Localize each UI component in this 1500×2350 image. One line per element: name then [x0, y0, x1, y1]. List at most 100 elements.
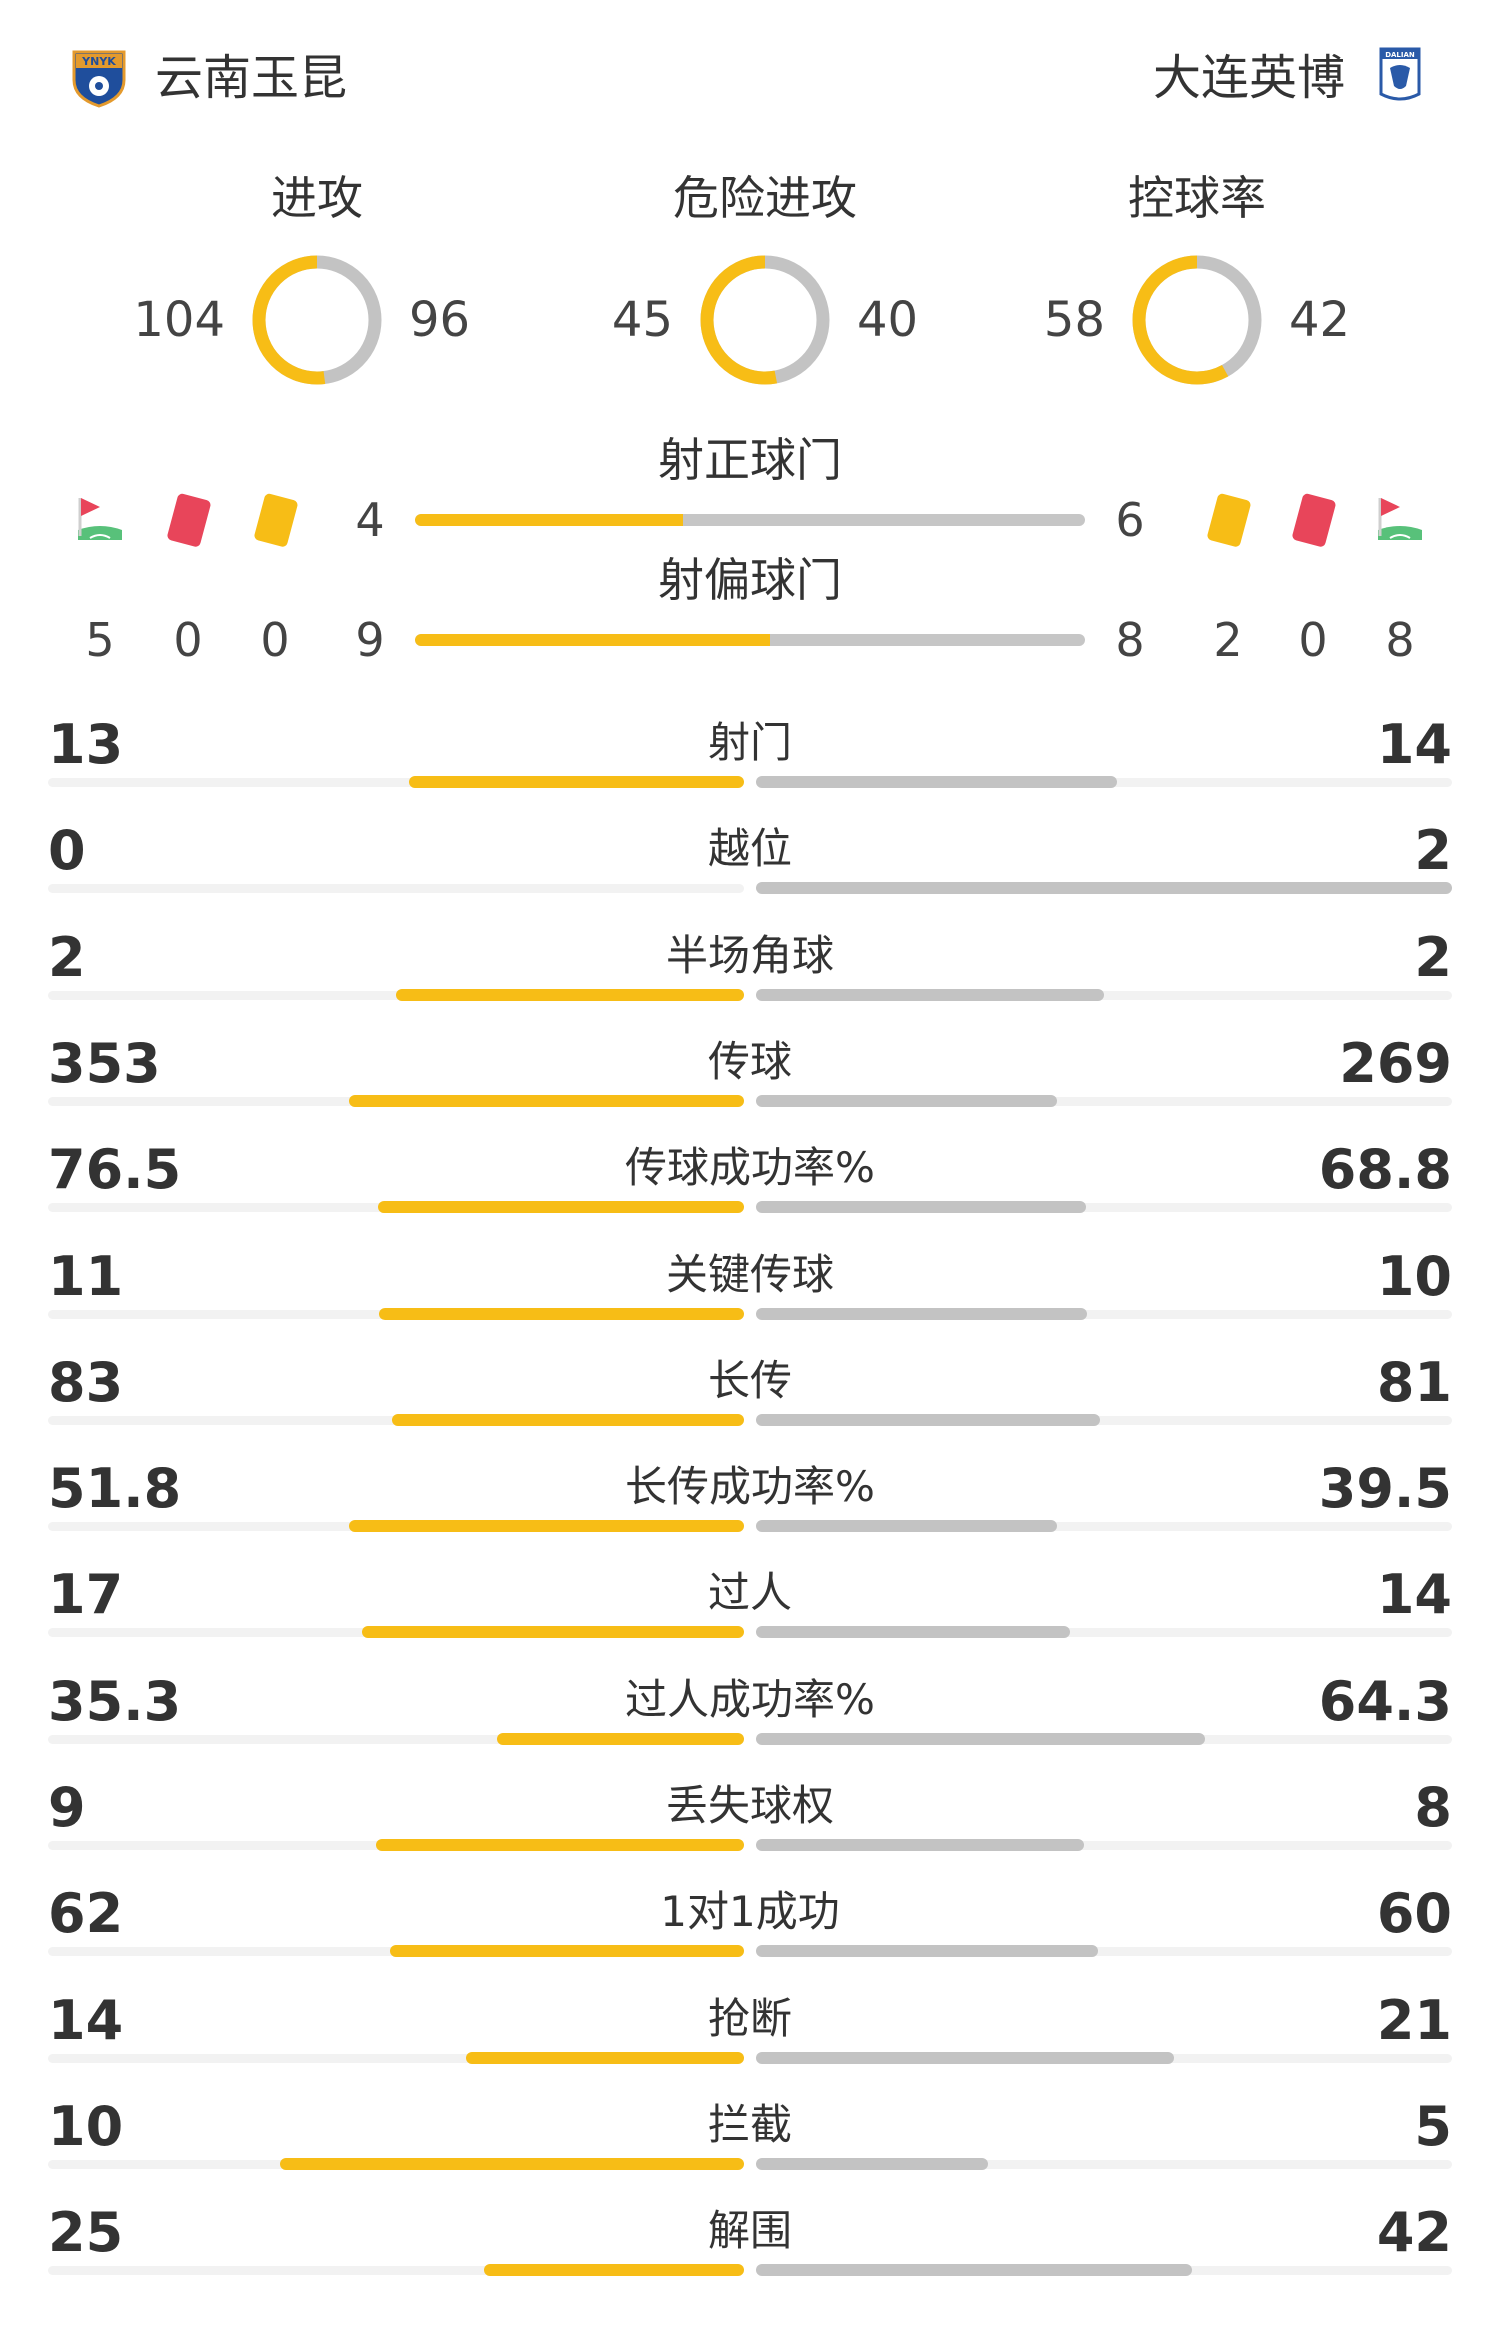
red-card-icon: [1283, 490, 1343, 550]
stat-home-value: 35.3: [48, 1669, 182, 1733]
stat-away-value: 81: [1376, 1350, 1452, 1414]
shots-off-target-home-fill: [415, 634, 770, 646]
stat-home-value: 62: [48, 1882, 124, 1946]
stat-label: 传球: [707, 1036, 792, 1086]
svg-text:YNYK: YNYK: [81, 55, 116, 68]
stat-label: 长传成功率%: [625, 1462, 875, 1512]
stat-bar-away: [756, 1201, 1086, 1214]
stat-home-value: 10: [48, 2094, 124, 2158]
shots-on-target-away: 6: [1115, 493, 1145, 547]
stat-track-home: [48, 884, 744, 894]
stat-away-value: 39.5: [1318, 1457, 1452, 1521]
stat-home-value: 83: [48, 1350, 124, 1414]
stat-bar-away: [756, 2264, 1193, 2277]
stat-home-value: 51.8: [48, 1457, 182, 1521]
stat-away-value: 68.8: [1318, 1138, 1452, 1202]
stat-bar-away: [756, 882, 1452, 895]
stat-bar-home: [379, 1307, 744, 1320]
stat-away-value: 2: [1414, 819, 1452, 883]
stat-away-value: 269: [1339, 1031, 1452, 1095]
corner-flag-icon: [1370, 490, 1430, 550]
donut-chart: [1127, 250, 1267, 390]
stat-bar-away: [756, 1413, 1100, 1426]
stat-bar-home: [377, 1201, 744, 1214]
shots-off-target-bar: [415, 634, 1085, 646]
stat-track-away: [756, 1203, 1452, 1213]
stat-track-home: [48, 778, 744, 787]
stat-track-away: [756, 1309, 1452, 1319]
home-red-cards: 0: [173, 613, 203, 667]
stat-label: 关键传球: [665, 1249, 834, 1299]
stat-bar-away: [756, 988, 1104, 1001]
stat-track-home: [48, 2053, 744, 2063]
stat-home-value: 353: [48, 1031, 161, 1095]
stat-bar-home: [280, 2157, 744, 2170]
stat-label: 射门: [707, 718, 792, 767]
donut-home-arc: [1132, 255, 1262, 385]
away-corners: 8: [1385, 613, 1415, 667]
stat-away-value: 64.3: [1318, 1669, 1452, 1733]
stat-bar-home: [349, 1094, 744, 1107]
stat-bar-away: [756, 1732, 1206, 1745]
stat-bar-home: [375, 1839, 744, 1851]
donut-home-value: 45: [611, 292, 673, 348]
red-card-icon: [158, 490, 218, 550]
shots-on-target-home-fill: [415, 514, 683, 526]
stat-bar-home: [465, 2051, 744, 2064]
shots-off-target-away: 8: [1115, 613, 1145, 667]
stat-bar-home: [349, 1520, 744, 1533]
stat-home-value: 9: [48, 1776, 86, 1839]
svg-text:DALIAN: DALIAN: [1385, 51, 1415, 59]
stat-track-away: [756, 1096, 1452, 1106]
stat-label: 过人: [707, 1568, 792, 1618]
stat-bar-away: [756, 1094, 1057, 1107]
stat-away-value: 5: [1414, 2094, 1452, 2158]
stat-bar-home: [497, 1732, 744, 1745]
stat-away-value: 14: [1376, 713, 1452, 776]
donut-title: 危险进攻: [673, 171, 857, 225]
stat-home-value: 25: [48, 2201, 124, 2265]
stat-home-value: 14: [48, 1988, 124, 2052]
shots-off-target-title: 射偏球门: [658, 553, 842, 607]
donut-home-arc: [252, 255, 382, 385]
yellow-card-icon: [245, 490, 305, 550]
stat-label: 越位: [707, 824, 792, 874]
stat-away-value: 42: [1376, 2201, 1452, 2265]
shots-on-target-title: 射正球门: [658, 433, 842, 487]
donut-title: 控球率: [1128, 171, 1266, 225]
stat-away-value: 60: [1376, 1882, 1452, 1946]
home-corners: 5: [85, 613, 115, 667]
stat-bar-home: [391, 1413, 744, 1426]
stat-label: 1对1成功: [660, 1887, 840, 1937]
stat-home-value: 13: [48, 713, 124, 776]
stat-bar-away: [756, 1839, 1084, 1851]
stat-bar-away: [756, 1520, 1058, 1533]
stat-label: 丢失球权: [665, 1781, 834, 1830]
away-yellow-cards: 2: [1213, 613, 1243, 667]
stat-away-value: 8: [1414, 1776, 1452, 1839]
stat-label: 过人成功率%: [625, 1674, 875, 1724]
stat-label: 抢断: [707, 1993, 792, 2043]
stat-bar-away: [756, 1626, 1071, 1639]
donut-away-value: 42: [1289, 292, 1351, 348]
stat-track-away: [756, 1628, 1452, 1638]
stat-track-away: [756, 1522, 1452, 1532]
stat-home-value: 17: [48, 1563, 124, 1627]
stat-away-value: 10: [1376, 1244, 1452, 1308]
stat-track-away: [756, 2159, 1452, 2169]
stat-bar-away: [756, 776, 1117, 788]
stat-away-value: 21: [1376, 1988, 1452, 2052]
stat-label: 长传: [707, 1355, 792, 1405]
stat-label: 解围: [707, 2206, 792, 2256]
donut-chart: [247, 250, 387, 390]
stat-home-value: 11: [48, 1244, 124, 1308]
stat-bar-home: [396, 988, 744, 1001]
stat-bar-home: [484, 2264, 744, 2277]
donut-away-value: 96: [409, 292, 471, 348]
corner-flag-icon: [70, 490, 130, 550]
donut-home-value: 58: [1043, 292, 1105, 348]
stat-bar-home: [390, 1945, 744, 1958]
stat-bar-home: [408, 776, 744, 788]
home-team-name: 云南玉昆: [155, 50, 348, 106]
stat-away-value: 2: [1414, 925, 1452, 989]
